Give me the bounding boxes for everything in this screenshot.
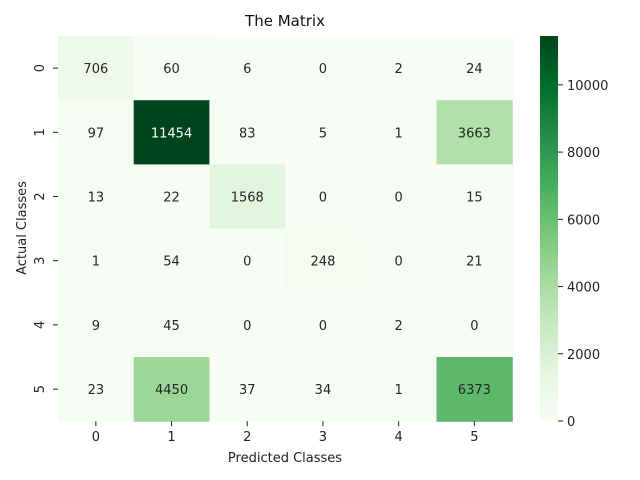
x-tick-label-3: 3 bbox=[319, 430, 327, 445]
heatmap-cell-0-3 bbox=[285, 36, 362, 101]
cell-value-label-3-5: 21 bbox=[466, 255, 483, 270]
y-tick-label-5: 5 bbox=[33, 385, 48, 393]
cell-value-label-0-2: 6 bbox=[243, 62, 251, 77]
cell-value-label-4-5: 0 bbox=[470, 319, 478, 334]
heatmap-cell-3-2 bbox=[209, 228, 286, 294]
cell-value-label-1-2: 83 bbox=[239, 126, 256, 141]
cell-value-label-5-1: 4450 bbox=[155, 383, 188, 398]
heatmap-cell-1-2 bbox=[209, 100, 286, 165]
cell-value-label-2-1: 22 bbox=[163, 191, 180, 206]
heatmap-cell-5-4 bbox=[360, 357, 438, 422]
colorbar-tick-label-8000: 8000 bbox=[567, 146, 600, 161]
cell-value-label-0-0: 706 bbox=[83, 62, 108, 77]
heatmap-cell-4-2 bbox=[209, 292, 286, 358]
heatmap-cell-0-5 bbox=[436, 36, 513, 101]
cell-value-label-5-5: 6373 bbox=[458, 383, 491, 398]
x-tick-label-5: 5 bbox=[470, 430, 478, 445]
cell-value-label-0-3: 0 bbox=[319, 62, 327, 77]
cell-value-label-3-1: 54 bbox=[163, 255, 180, 270]
cell-value-label-4-4: 2 bbox=[395, 319, 403, 334]
colorbar-tick-label-10000: 10000 bbox=[567, 79, 608, 94]
x-tick-label-2: 2 bbox=[243, 430, 251, 445]
cell-value-label-0-1: 60 bbox=[163, 62, 180, 77]
heatmap-cell-1-0 bbox=[58, 100, 135, 165]
x-axis-ticks: 0 1 2 3 4 5 bbox=[92, 421, 478, 445]
heatmap-cell-3-4 bbox=[360, 228, 438, 294]
cell-value-label-5-2: 37 bbox=[239, 383, 256, 398]
cell-value-label-4-1: 45 bbox=[163, 319, 180, 334]
heatmap-cell-1-3 bbox=[285, 100, 362, 165]
cell-value-label-1-0: 97 bbox=[88, 126, 105, 141]
heatmap-cell-1-1 bbox=[133, 100, 210, 165]
heatmap-cell-2-2 bbox=[209, 164, 286, 230]
heatmap-cell-3-0 bbox=[58, 228, 135, 294]
cell-value-label-2-2: 1568 bbox=[231, 191, 264, 206]
heatmap-cell-2-1 bbox=[133, 164, 210, 230]
cell-value-label-0-4: 2 bbox=[395, 62, 403, 77]
heatmap-cell-0-2 bbox=[209, 36, 286, 101]
x-tick-label-4: 4 bbox=[395, 430, 403, 445]
heatmap-cell-2-5 bbox=[436, 164, 513, 230]
heatmap-cell-4-4 bbox=[360, 292, 438, 358]
heatmap-cell-5-2 bbox=[209, 357, 286, 422]
colorbar: 0 2000 4000 6000 8000 10000 bbox=[540, 36, 608, 430]
cell-value-label-2-4: 0 bbox=[395, 191, 403, 206]
heatmap-cell-3-1 bbox=[133, 228, 210, 294]
colorbar-tick-label-0: 0 bbox=[567, 415, 575, 430]
heatmap-cell-0-0 bbox=[58, 36, 135, 101]
heatmap-cell-1-4 bbox=[360, 100, 438, 165]
y-tick-label-3: 3 bbox=[33, 257, 48, 265]
y-axis-label: Actual Classes bbox=[15, 181, 30, 275]
heatmap-cell-4-0 bbox=[58, 292, 135, 358]
cell-value-label-5-4: 1 bbox=[395, 383, 403, 398]
cell-value-label-4-2: 0 bbox=[243, 319, 251, 334]
heatmap-cell-5-0 bbox=[58, 357, 135, 422]
heatmap-cell-2-4 bbox=[360, 164, 438, 230]
x-tick-label-1: 1 bbox=[167, 430, 175, 445]
heatmap-cell-0-4 bbox=[360, 36, 438, 101]
cell-value-label-1-5: 3663 bbox=[458, 126, 491, 141]
cell-value-label-1-1: 11454 bbox=[151, 126, 192, 141]
cell-value-label-2-5: 15 bbox=[466, 191, 483, 206]
x-tick-label-0: 0 bbox=[92, 430, 100, 445]
cell-value-label-1-4: 1 bbox=[395, 126, 403, 141]
heatmap-cell-2-3 bbox=[285, 164, 362, 230]
cell-value-label-5-0: 23 bbox=[88, 383, 105, 398]
y-tick-label-4: 4 bbox=[33, 321, 48, 329]
heatmap-cell-4-1 bbox=[133, 292, 210, 358]
colorbar-gradient bbox=[540, 36, 558, 421]
heatmap-cell-4-5 bbox=[436, 292, 513, 358]
colorbar-tick-label-2000: 2000 bbox=[567, 348, 600, 363]
cell-value-label-3-3: 248 bbox=[311, 255, 336, 270]
cell-value-label-3-2: 0 bbox=[243, 255, 251, 270]
heatmap-cell-5-1 bbox=[133, 357, 210, 422]
cell-value-label-0-5: 24 bbox=[466, 62, 483, 77]
colorbar-tick-label-6000: 6000 bbox=[567, 213, 600, 228]
heatmap-cell-5-5 bbox=[436, 357, 513, 422]
cell-value-label-4-3: 0 bbox=[319, 319, 327, 334]
cell-value-label-3-0: 1 bbox=[92, 255, 100, 270]
y-axis-ticks: 0 1 2 3 4 5 bbox=[33, 64, 58, 393]
y-tick-label-2: 2 bbox=[33, 192, 48, 200]
heatmap-cell-2-0 bbox=[58, 164, 135, 230]
y-tick-label-1: 1 bbox=[33, 128, 48, 136]
y-tick-label-0: 0 bbox=[33, 64, 48, 72]
cell-value-label-4-0: 9 bbox=[92, 319, 100, 334]
heatmap-cell-5-3 bbox=[285, 357, 362, 422]
heatmap-cell-4-3 bbox=[285, 292, 362, 358]
heatmap-cell-3-5 bbox=[436, 228, 513, 294]
heatmap-cell-0-1 bbox=[133, 36, 210, 101]
x-axis-label: Predicted Classes bbox=[228, 451, 342, 466]
colorbar-tick-label-4000: 4000 bbox=[567, 281, 600, 296]
heatmap-cell-3-3 bbox=[285, 228, 362, 294]
cell-value-label-1-3: 5 bbox=[319, 126, 327, 141]
cell-value-label-2-3: 0 bbox=[319, 191, 327, 206]
cell-value-label-2-0: 13 bbox=[88, 191, 105, 206]
cell-value-label-5-3: 34 bbox=[315, 383, 332, 398]
cell-value-label-3-4: 0 bbox=[395, 255, 403, 270]
heatmap-cell-1-5 bbox=[436, 100, 513, 165]
chart-title: The Matrix bbox=[244, 12, 325, 30]
